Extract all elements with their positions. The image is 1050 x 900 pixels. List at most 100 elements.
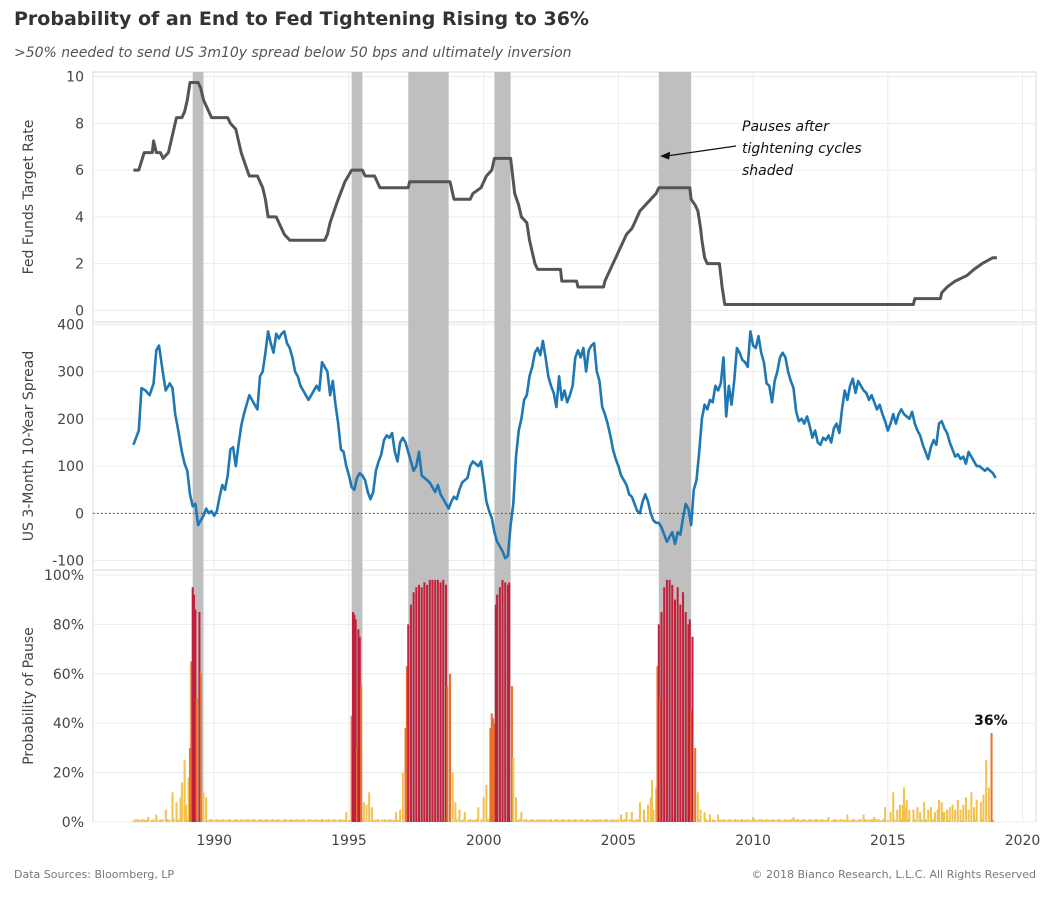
probability-bar <box>545 819 548 822</box>
probability-bar <box>722 819 725 822</box>
probability-bar <box>392 819 395 822</box>
y-tick-label: 6 <box>75 163 84 179</box>
probability-bar <box>931 819 934 822</box>
probability-bar <box>624 819 627 822</box>
probability-bar <box>884 807 887 822</box>
probability-bar <box>244 819 247 822</box>
probability-bar <box>276 819 279 822</box>
probability-bar <box>567 819 571 822</box>
probability-bar <box>338 819 341 822</box>
probability-bar <box>550 819 553 822</box>
probability-bar <box>518 819 521 822</box>
probability-bar <box>412 592 415 822</box>
probability-bar <box>725 820 728 822</box>
probability-bar <box>601 820 604 822</box>
probability-bar <box>788 819 791 822</box>
probability-bar <box>198 612 201 822</box>
probability-bar <box>552 820 555 822</box>
probability-bar <box>489 728 492 822</box>
probability-bar <box>830 820 833 822</box>
probability-bar <box>435 820 438 822</box>
probability-bar <box>908 809 911 822</box>
probability-bar <box>590 819 593 822</box>
probability-bar <box>262 820 265 822</box>
probability-bar <box>523 819 526 822</box>
probability-bar <box>805 820 808 822</box>
probability-bar <box>541 819 544 822</box>
probability-bar <box>147 817 150 822</box>
probability-bar <box>583 820 586 822</box>
probability-bar <box>956 799 959 822</box>
probability-bar <box>246 819 249 822</box>
probability-bar <box>258 819 261 822</box>
probability-bar <box>466 819 469 822</box>
probability-bar <box>420 587 423 822</box>
x-tick-label: 2000 <box>466 833 502 849</box>
probability-bar <box>332 819 335 822</box>
probability-bar <box>594 819 597 822</box>
probability-bar <box>312 820 315 822</box>
probability-bar <box>943 812 946 822</box>
probability-bar <box>471 819 474 822</box>
probability-bar <box>463 812 466 822</box>
probability-bar <box>139 820 142 822</box>
probability-bar <box>621 819 624 822</box>
probability-bar <box>208 819 211 822</box>
probability-bar <box>423 582 426 822</box>
probability-bar <box>606 819 609 822</box>
y-axis-title: Probability of Pause <box>21 627 37 765</box>
probability-bar <box>633 820 636 822</box>
probability-bar <box>817 819 820 822</box>
probability-bar <box>923 802 926 822</box>
probability-bar <box>691 636 694 822</box>
y-tick-label: 0% <box>62 815 84 831</box>
probability-bar <box>264 819 267 822</box>
probability-bar <box>635 819 638 822</box>
probability-bar <box>608 820 611 822</box>
probability-bar <box>134 819 137 822</box>
shaded-period <box>408 72 449 822</box>
probability-bar <box>973 807 976 822</box>
probability-bar <box>360 686 363 822</box>
probability-bar <box>487 819 490 822</box>
probability-bar <box>688 619 691 822</box>
probability-bar <box>581 819 584 822</box>
probability-bar <box>296 819 299 822</box>
probability-bar <box>729 819 732 822</box>
probability-bar <box>480 819 483 822</box>
probability-bar <box>990 733 993 822</box>
probability-bar <box>781 820 784 822</box>
probability-bar <box>837 820 840 822</box>
probability-bar <box>343 819 346 822</box>
probability-bar <box>936 809 939 822</box>
probability-bar <box>592 819 595 822</box>
y-axis-title: US 3-Month 10-Year Spread <box>21 351 37 541</box>
probability-bar <box>399 809 402 822</box>
probability-bar <box>796 819 800 822</box>
y-tick-label: -100 <box>52 554 84 570</box>
probability-bar <box>799 820 802 822</box>
probability-bar <box>698 819 701 822</box>
probability-bar <box>942 812 945 822</box>
probability-bar <box>603 819 606 822</box>
probability-bar <box>896 809 899 822</box>
probability-bar <box>893 819 896 822</box>
probability-bar <box>273 820 276 822</box>
probability-bar <box>703 812 706 822</box>
probability-bar <box>240 819 243 822</box>
y-tick-label: 10 <box>66 70 84 86</box>
probability-bar <box>224 820 227 822</box>
probability-bar <box>191 587 194 822</box>
y-tick-label: 200 <box>57 412 84 428</box>
probability-bar <box>278 819 281 822</box>
probability-bar <box>195 698 198 822</box>
x-tick-label: 1995 <box>331 833 367 849</box>
probability-bar <box>287 820 290 822</box>
probability-bar <box>271 819 274 822</box>
probability-bar <box>756 820 759 822</box>
probability-bar <box>720 819 723 822</box>
probability-bar <box>954 809 957 822</box>
probability-bar <box>707 820 710 822</box>
probability-bar <box>175 802 178 822</box>
